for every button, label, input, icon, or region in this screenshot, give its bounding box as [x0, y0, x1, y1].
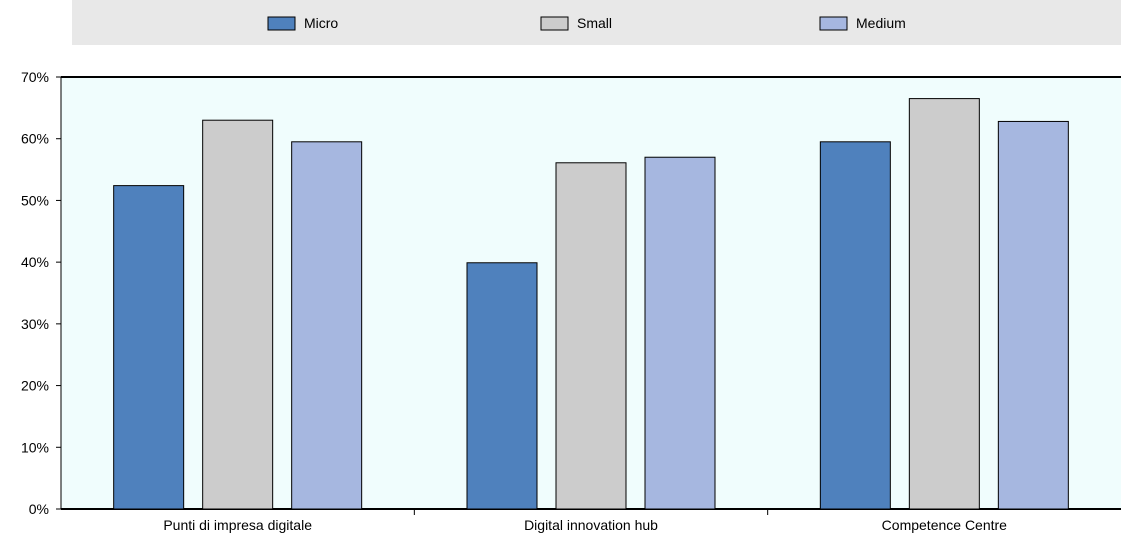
y-tick-label: 0% — [29, 501, 49, 517]
bar-medium — [644, 156, 716, 510]
legend-item-medium: Medium — [819, 15, 906, 31]
legend-swatch-small — [540, 16, 569, 31]
legend-label-medium: Medium — [856, 15, 906, 31]
bar-micro — [819, 141, 891, 510]
legend: Micro Small Medium — [72, 0, 1121, 45]
x-category-label: Digital innovation hub — [524, 517, 658, 533]
legend-background — [72, 0, 1121, 45]
x-axis: Punti di impresa digitale Digital innovat… — [61, 508, 1121, 533]
bar-small — [202, 119, 274, 510]
y-tick-label: 40% — [21, 254, 49, 270]
y-axis: 0% 10% 20% 30% 40% 50% 60% 70% — [21, 69, 62, 517]
y-tick-label: 70% — [21, 69, 49, 85]
legend-swatch-micro — [267, 16, 296, 31]
y-tick-label: 60% — [21, 131, 49, 147]
bar-micro — [466, 262, 538, 510]
x-category-label: Punti di impresa digitale — [163, 517, 312, 533]
y-tick-label: 10% — [21, 439, 49, 455]
x-category-label: Competence Centre — [882, 517, 1008, 533]
legend-label-small: Small — [577, 15, 612, 31]
y-tick-label: 30% — [21, 316, 49, 332]
legend-label-micro: Micro — [304, 15, 338, 31]
legend-item-micro: Micro — [267, 15, 338, 31]
bar-medium — [291, 141, 363, 510]
bar-small — [908, 98, 980, 510]
bar-small — [555, 162, 627, 510]
y-tick-label: 50% — [21, 192, 49, 208]
bar-micro — [113, 185, 185, 510]
y-tick-label: 20% — [21, 378, 49, 394]
legend-swatch-medium — [819, 16, 848, 31]
bar-medium — [997, 120, 1069, 510]
bars — [113, 98, 1069, 510]
legend-item-small: Small — [540, 15, 612, 31]
